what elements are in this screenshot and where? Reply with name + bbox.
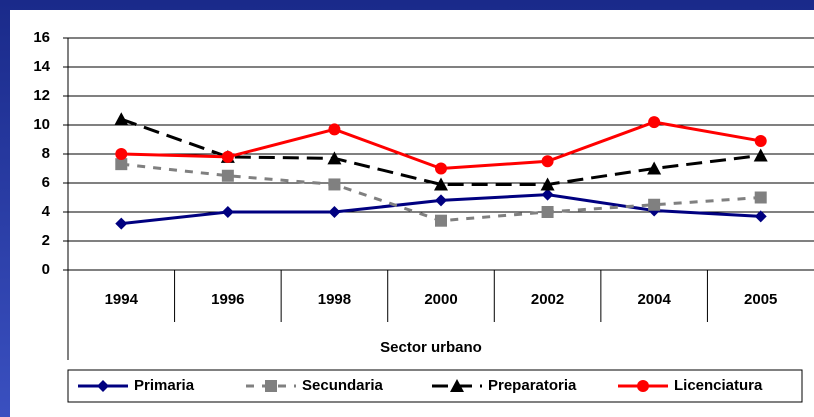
y-tick-label: 10	[33, 116, 50, 133]
legend-marker	[265, 380, 277, 392]
legend-marker	[637, 380, 649, 392]
data-point	[115, 158, 128, 171]
chart-area	[10, 10, 814, 417]
y-tick-label: 14	[33, 58, 50, 75]
x-axis-label: Sector urbano	[380, 339, 482, 356]
data-point	[648, 116, 661, 129]
legend-label: Preparatoria	[488, 377, 577, 394]
legend-label: Primaria	[134, 377, 195, 394]
x-tick-label: 2005	[744, 291, 777, 308]
y-tick-label: 12	[33, 87, 50, 104]
data-point	[221, 169, 234, 182]
data-point	[327, 151, 342, 165]
data-point	[541, 155, 554, 168]
data-point	[435, 162, 447, 175]
x-tick-label: 1996	[211, 291, 244, 308]
y-tick-label: 16	[33, 29, 50, 46]
legend-marker	[97, 380, 109, 392]
data-point	[754, 134, 767, 147]
x-tick-label: 1994	[105, 291, 139, 308]
y-tick-label: 2	[42, 232, 50, 249]
x-tick-label: 1998	[318, 291, 351, 308]
y-tick-label: 6	[42, 174, 50, 191]
data-point	[754, 191, 767, 204]
data-point	[753, 148, 768, 162]
x-tick-label: 2000	[424, 291, 457, 308]
data-point	[328, 123, 341, 136]
data-point	[541, 206, 554, 218]
y-tick-label: 8	[42, 145, 50, 162]
data-point	[221, 150, 234, 163]
legend-label: Licenciatura	[674, 377, 763, 394]
data-point	[328, 178, 341, 191]
data-point	[540, 177, 555, 191]
data-point	[541, 188, 554, 201]
x-tick-label: 2002	[531, 291, 564, 308]
data-point	[435, 214, 447, 227]
legend-marker	[450, 379, 464, 392]
data-point	[648, 198, 661, 211]
y-tick-label: 4	[42, 203, 51, 220]
x-tick-label: 2004	[637, 291, 671, 308]
y-tick-label: 0	[42, 261, 50, 278]
data-point	[754, 210, 767, 223]
data-point	[435, 194, 447, 207]
legend-label: Secundaria	[302, 377, 384, 394]
data-point	[434, 177, 448, 191]
data-point	[115, 217, 128, 230]
data-point	[115, 148, 128, 160]
data-point	[221, 206, 234, 218]
data-point	[114, 112, 129, 126]
data-point	[647, 161, 662, 175]
data-point	[328, 206, 341, 218]
